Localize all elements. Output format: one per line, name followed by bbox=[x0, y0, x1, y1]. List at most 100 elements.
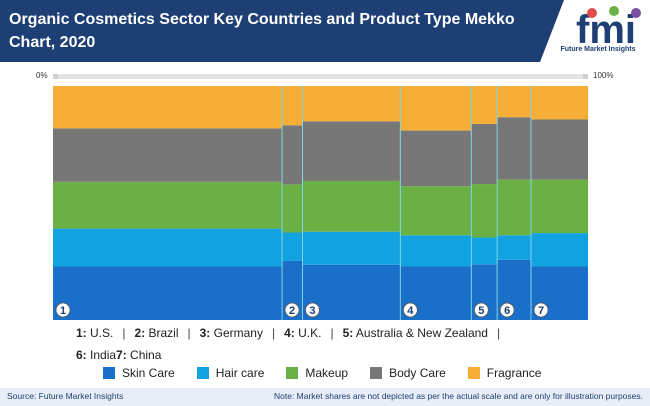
legend-item-body-care: Body Care bbox=[370, 366, 446, 380]
country-legend-number: 2: bbox=[134, 326, 146, 340]
country-legend-item: 5: Australia & New Zealand bbox=[343, 326, 488, 340]
column-label-text: 2 bbox=[289, 305, 295, 317]
country-legend-name: Brazil bbox=[145, 326, 179, 340]
bar-segment-1-makeup bbox=[53, 181, 283, 229]
column-labels-group: 1 2 3 4 5 6 7 bbox=[55, 302, 549, 318]
column-label-text: 4 bbox=[407, 305, 414, 317]
bar-segment-3-makeup bbox=[302, 180, 401, 232]
column-label-text: 5 bbox=[478, 305, 484, 317]
country-legend-name: U.S. bbox=[86, 326, 114, 340]
country-legend-number: 3: bbox=[199, 326, 211, 340]
bar-segment-6-makeup bbox=[497, 179, 531, 236]
legend-item-skin-care: Skin Care bbox=[103, 366, 175, 380]
logo-text: Future Market Insights bbox=[560, 46, 636, 53]
column-label-5: 5 bbox=[473, 302, 489, 318]
bar-segment-1-hair-care bbox=[53, 228, 283, 267]
fmi-logo-icon: fmi bbox=[576, 6, 641, 52]
svg-text:fmi: fmi bbox=[576, 8, 636, 52]
bar-segment-7-body-care bbox=[531, 119, 588, 180]
column-label-text: 7 bbox=[538, 305, 544, 317]
legend-label: Body Care bbox=[389, 366, 446, 380]
bar-segment-3-body-care bbox=[302, 121, 401, 181]
legend-swatch bbox=[370, 367, 383, 379]
column-label-text: 1 bbox=[60, 305, 66, 317]
legend-swatch bbox=[286, 367, 299, 379]
country-legend-name: China bbox=[126, 348, 162, 362]
country-legend-number: 6: bbox=[76, 348, 87, 362]
column-label-2: 2 bbox=[284, 302, 300, 318]
country-legend-separator: | bbox=[187, 326, 191, 340]
column-label-text: 6 bbox=[504, 305, 510, 317]
legend-item-fragrance: Fragrance bbox=[467, 366, 542, 380]
bar-segment-5-makeup bbox=[471, 184, 498, 238]
legend-label: Fragrance bbox=[486, 366, 542, 380]
series-legend: Skin Care Hair care Makeup Body Care Fragran… bbox=[103, 364, 563, 382]
bar-segment-1-skin-care bbox=[53, 266, 283, 320]
column-label-4: 4 bbox=[402, 302, 418, 318]
country-legend-number: 1: bbox=[76, 326, 87, 340]
column-label-circle bbox=[305, 302, 320, 318]
bar-segment-6-fragrance bbox=[497, 86, 531, 118]
bar-segment-4-body-care bbox=[400, 130, 472, 187]
bar-segment-4-hair-care bbox=[400, 235, 472, 267]
country-legend-name: U.K. bbox=[294, 326, 322, 340]
bar-segment-2-makeup bbox=[282, 184, 303, 233]
column-label-circle bbox=[473, 302, 489, 318]
scale-start-marker bbox=[53, 74, 58, 79]
footer: Source: Future Market Insights Note: Mar… bbox=[0, 388, 650, 406]
bar-segment-2-body-care bbox=[282, 125, 303, 185]
note-text: Note: Market shares are not depicted as … bbox=[273, 391, 643, 401]
bar-segment-7-hair-care bbox=[531, 233, 588, 267]
country-legend-number: 5: bbox=[342, 326, 354, 340]
bar-segment-5-body-care bbox=[471, 123, 498, 185]
mekko-chart: 1 2 3 4 5 6 7 bbox=[53, 74, 588, 320]
legend-label: Hair care bbox=[215, 366, 265, 380]
bar-segment-7-fragrance bbox=[531, 86, 588, 120]
bar-segment-6-hair-care bbox=[497, 235, 531, 260]
scale-end-marker bbox=[583, 74, 588, 79]
country-legend-separator: | bbox=[122, 326, 126, 340]
column-label-circle bbox=[284, 302, 300, 318]
column-label-circle bbox=[402, 302, 418, 318]
country-legend-separator: | bbox=[271, 326, 276, 340]
bar-segment-1-fragrance bbox=[53, 86, 283, 129]
country-legend-number: 4: bbox=[284, 326, 295, 340]
bar-segment-3-hair-care bbox=[302, 231, 401, 265]
title-band: Organic Cosmetics Sector Key Countries a… bbox=[0, 0, 564, 62]
country-legend-name: Germany bbox=[210, 326, 263, 340]
bar-segment-2-hair-care bbox=[282, 232, 303, 261]
bar-segment-4-fragrance bbox=[400, 86, 472, 131]
legend-item-makeup: Makeup bbox=[286, 366, 348, 380]
scale-right-label: 100% bbox=[593, 71, 614, 80]
bar-segment-2-fragrance bbox=[282, 86, 303, 126]
country-legend-item: 2: Brazil bbox=[134, 326, 178, 340]
column-label-6: 6 bbox=[499, 302, 515, 318]
country-legend-number: 7: bbox=[116, 348, 127, 362]
country-legend-name: Australia & New Zealand bbox=[353, 326, 488, 340]
legend-swatch bbox=[103, 367, 115, 379]
bar-segment-5-hair-care bbox=[471, 237, 498, 265]
column-label-circle bbox=[499, 302, 515, 318]
legend-swatch bbox=[467, 367, 480, 379]
bars-group bbox=[53, 86, 588, 320]
column-label-7: 7 bbox=[533, 302, 549, 318]
chart-title: Organic Cosmetics Sector Key Countries a… bbox=[9, 11, 515, 51]
scale-track bbox=[53, 74, 588, 79]
column-label-circle bbox=[533, 302, 549, 318]
column-label-3: 3 bbox=[305, 302, 320, 318]
country-legend-item: 4: U.K. bbox=[284, 326, 321, 340]
country-legend-separator: | bbox=[496, 326, 501, 340]
country-legend-separator: | bbox=[330, 326, 334, 340]
header: Organic Cosmetics Sector Key Countries a… bbox=[0, 0, 650, 62]
bar-segment-7-makeup bbox=[531, 179, 588, 234]
country-legend: 1: U.S. | 2: Brazil | 3: Germany | 4: U.K. | 5: … bbox=[76, 322, 596, 366]
legend-label: Makeup bbox=[305, 366, 349, 380]
country-legend-item: 3: Germany bbox=[200, 326, 263, 340]
bar-segment-5-fragrance bbox=[471, 86, 498, 124]
country-legend-item: 7: China bbox=[116, 348, 161, 362]
bar-segment-1-body-care bbox=[53, 128, 283, 182]
bar-segment-6-body-care bbox=[497, 117, 531, 180]
column-label-circle bbox=[55, 302, 71, 318]
country-legend-item: 1: U.S. bbox=[76, 326, 113, 340]
scale-left-label: 0% bbox=[36, 71, 48, 80]
